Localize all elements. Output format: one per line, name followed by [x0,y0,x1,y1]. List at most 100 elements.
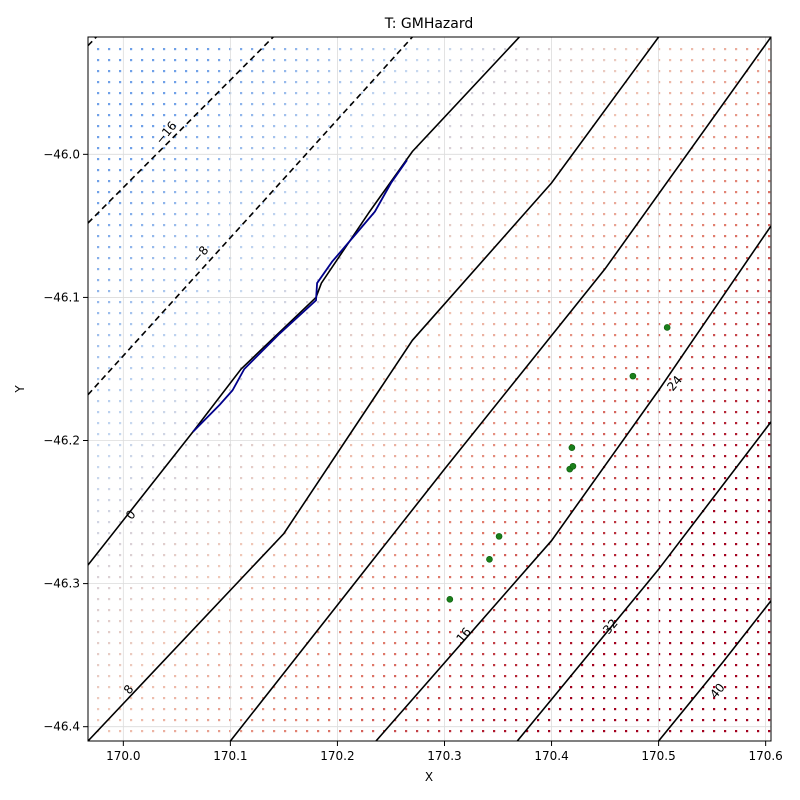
field-dot [438,631,441,634]
field-dot [658,466,661,469]
field-dot [746,719,749,722]
field-dot [108,455,111,458]
field-dot [350,367,353,370]
field-dot [537,598,540,601]
field-dot [350,81,353,84]
field-dot [416,433,419,436]
field-dot [757,312,760,315]
field-dot [361,631,364,634]
field-dot [350,664,353,667]
field-dot [702,92,705,95]
field-dot [273,257,276,260]
field-dot [174,477,177,480]
field-dot [669,433,672,436]
field-dot [702,532,705,535]
field-dot [427,719,430,722]
field-dot [273,378,276,381]
field-dot [614,345,617,348]
field-dot [482,433,485,436]
field-dot [361,565,364,568]
field-dot [669,235,672,238]
field-dot [746,301,749,304]
field-dot [537,730,540,733]
field-dot [383,367,386,370]
field-dot [702,433,705,436]
field-dot [581,719,584,722]
field-dot [405,631,408,634]
field-dot [735,444,738,447]
field-dot [735,235,738,238]
field-dot [361,158,364,161]
field-dot [350,411,353,414]
field-dot [713,576,716,579]
field-dot [317,466,320,469]
field-dot [273,499,276,502]
field-dot [713,565,716,568]
field-dot [262,180,265,183]
field-dot [460,389,463,392]
field-dot [592,686,595,689]
field-dot [691,136,694,139]
field-dot [482,609,485,612]
field-dot [372,246,375,249]
field-dot [196,268,199,271]
field-dot [669,92,672,95]
field-dot [526,554,529,557]
field-dot [735,631,738,634]
field-dot [746,279,749,282]
field-dot [493,620,496,623]
field-dot [207,92,210,95]
field-dot [174,169,177,172]
field-dot [647,697,650,700]
field-dot [416,719,419,722]
x-tick-label: 170.3 [427,749,461,763]
field-dot [449,433,452,436]
field-dot [262,367,265,370]
field-dot [548,279,551,282]
field-dot [460,213,463,216]
field-dot [141,609,144,612]
field-dot [537,411,540,414]
field-dot [185,169,188,172]
field-dot [108,147,111,150]
field-dot [152,389,155,392]
field-dot [295,301,298,304]
field-dot [130,521,133,524]
field-dot [702,169,705,172]
field-dot [625,136,628,139]
field-dot [163,455,166,458]
field-dot [361,719,364,722]
field-dot [350,620,353,623]
field-dot [592,59,595,62]
field-dot [592,389,595,392]
field-dot [361,136,364,139]
field-dot [724,235,727,238]
field-dot [119,125,122,128]
field-dot [383,246,386,249]
field-dot [592,730,595,733]
field-dot [537,499,540,502]
field-dot [262,191,265,194]
field-dot [647,411,650,414]
field-dot [592,279,595,282]
field-dot [691,59,694,62]
field-dot [449,81,452,84]
field-dot [493,543,496,546]
field-dot [339,356,342,359]
field-dot [339,554,342,557]
field-dot [581,521,584,524]
field-dot [163,169,166,172]
field-dot [405,367,408,370]
field-dot [317,191,320,194]
field-dot [504,114,507,117]
field-dot [504,455,507,458]
field-dot [108,576,111,579]
field-dot [647,81,650,84]
field-dot [570,136,573,139]
field-dot [262,92,265,95]
field-dot [295,521,298,524]
field-dot [416,103,419,106]
field-dot [295,114,298,117]
field-dot [680,213,683,216]
field-dot [141,158,144,161]
